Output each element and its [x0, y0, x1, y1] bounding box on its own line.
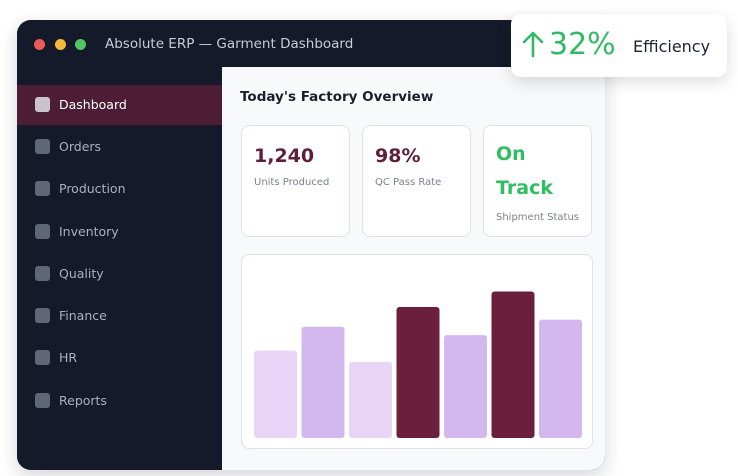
- bar-chart: [254, 291, 582, 438]
- sidebar-item-label: Finance: [59, 308, 107, 323]
- quality-icon: [35, 266, 50, 281]
- sidebar-item-reports[interactable]: Reports: [17, 381, 222, 421]
- arrow-up-icon: [522, 31, 544, 58]
- sidebar-item-quality[interactable]: Quality: [17, 254, 222, 294]
- sidebar-item-label: Orders: [59, 139, 102, 154]
- shipment-status-value: On Track: [496, 143, 553, 199]
- sidebar-item-label: Inventory: [59, 224, 119, 239]
- app-window: Absolute ERP — Garment Dashboard Dashboa…: [17, 20, 605, 470]
- sidebar-item-label: HR: [59, 350, 78, 365]
- title-bar: Absolute ERP — Garment Dashboard: [17, 20, 605, 67]
- units-produced-card[interactable]: 1,240 Units Produced: [241, 125, 350, 237]
- hr-icon: [35, 350, 50, 365]
- qc-pass-rate-label: QC Pass Rate: [375, 177, 442, 188]
- sidebar-item-production[interactable]: Production: [17, 169, 222, 209]
- chart-bar-5: [444, 335, 487, 438]
- efficiency-badge: 32% Efficiency: [511, 14, 727, 77]
- close-window-button[interactable]: [34, 39, 45, 50]
- orders-icon: [35, 139, 50, 154]
- sidebar-item-dashboard[interactable]: Dashboard: [17, 85, 222, 125]
- sidebar-item-label: Reports: [59, 393, 107, 408]
- finance-icon: [35, 308, 50, 323]
- chart-bar-2: [301, 326, 345, 438]
- window-title: Absolute ERP — Garment Dashboard: [105, 36, 354, 52]
- reports-icon: [35, 393, 50, 408]
- production-icon: [35, 181, 50, 196]
- dashboard-icon: [35, 97, 50, 112]
- qc-pass-rate-card[interactable]: 98% QC Pass Rate: [362, 125, 471, 237]
- shipment-status-label: Shipment Status: [496, 212, 580, 223]
- chart-bar-3: [349, 361, 392, 438]
- sidebar-item-inventory[interactable]: Inventory: [17, 212, 222, 252]
- sidebar-item-hr[interactable]: HR: [17, 338, 222, 378]
- inventory-icon: [35, 224, 50, 239]
- sidebar-item-label: Quality: [59, 266, 104, 281]
- maximize-window-button[interactable]: [75, 39, 86, 50]
- chart-bar-1: [254, 350, 297, 438]
- main-content: Today's Factory Overview 1,240 Units Pro…: [222, 67, 605, 470]
- efficiency-label: Efficiency: [633, 37, 711, 56]
- sidebar: Dashboard Orders Production Inventory Qu…: [17, 67, 222, 470]
- page-title: Today's Factory Overview: [240, 89, 434, 105]
- sidebar-item-orders[interactable]: Orders: [17, 127, 222, 167]
- units-produced-value: 1,240: [254, 145, 315, 167]
- units-produced-label: Units Produced: [254, 177, 330, 188]
- shipment-status-card[interactable]: On Track Shipment Status: [483, 125, 592, 237]
- sidebar-item-label: Dashboard: [59, 97, 127, 112]
- qc-pass-rate-value: 98%: [375, 145, 421, 167]
- sidebar-item-label: Production: [59, 181, 126, 196]
- efficiency-value: 32%: [549, 27, 616, 62]
- sidebar-item-finance[interactable]: Finance: [17, 296, 222, 336]
- chart-bar-4: [396, 307, 440, 438]
- chart-bar-7: [539, 319, 582, 438]
- production-chart-card: [241, 254, 593, 449]
- minimize-window-button[interactable]: [55, 39, 66, 50]
- chart-bar-6: [491, 291, 535, 438]
